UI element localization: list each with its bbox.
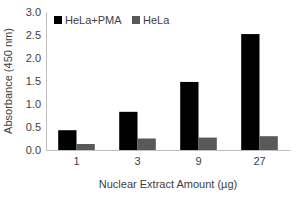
bar <box>180 82 198 150</box>
x-tick-label: 3 <box>134 155 140 167</box>
legend-item: HeLa+PMA <box>54 14 122 26</box>
y-tick: 1.0 <box>26 98 46 110</box>
legend-label: HeLa+PMA <box>65 14 122 26</box>
y-tick-label: 0.5 <box>26 121 41 133</box>
bar <box>241 34 259 150</box>
x-tick: 1 <box>73 150 79 167</box>
y-tick: 2.5 <box>26 29 46 41</box>
chart: 0.0 0.5 1.0 1.5 2.0 2.5 3.0 1 3 9 27 HeLa+PMA HeLa Nu… <box>0 0 300 200</box>
x-axis: 1 3 9 27 <box>47 150 291 167</box>
legend-item: HeLa <box>132 14 170 26</box>
y-tick-label: 0.0 <box>26 144 41 156</box>
bar <box>77 144 95 150</box>
y-tick-label: 2.5 <box>26 29 41 41</box>
y-tick: 2.0 <box>26 52 46 64</box>
y-tick-label: 3.0 <box>26 6 41 18</box>
bar <box>119 112 137 150</box>
y-tick-label: 2.0 <box>26 52 41 64</box>
x-tick-label: 9 <box>195 155 201 167</box>
y-axis-line <box>46 13 47 151</box>
y-tick: 0.5 <box>26 121 46 133</box>
y-axis: 0.0 0.5 1.0 1.5 2.0 2.5 3.0 <box>26 6 47 156</box>
legend: HeLa+PMA HeLa <box>54 14 170 26</box>
legend-label: HeLa <box>143 14 170 26</box>
legend-swatch <box>54 16 62 24</box>
legend-swatch <box>132 16 140 24</box>
x-tick: 3 <box>134 150 140 167</box>
bars <box>58 34 278 150</box>
x-axis-title: Nuclear Extract Amount (µg) <box>99 178 237 190</box>
x-axis-line <box>47 150 291 151</box>
y-tick: 3.0 <box>26 6 46 18</box>
y-tick: 0.0 <box>26 144 46 156</box>
x-tick-label: 27 <box>253 155 265 167</box>
y-axis-title: Absorbance (450 nm) <box>2 28 14 134</box>
y-tick-label: 1.5 <box>26 75 41 87</box>
bar <box>199 138 217 150</box>
x-tick: 27 <box>253 150 265 167</box>
bar <box>260 136 278 150</box>
plot: 0.0 0.5 1.0 1.5 2.0 2.5 3.0 1 3 9 27 HeLa+PMA HeLa <box>26 6 291 167</box>
bar <box>138 139 156 151</box>
y-tick: 1.5 <box>26 75 46 87</box>
y-tick-label: 1.0 <box>26 98 41 110</box>
bar <box>58 130 76 150</box>
x-tick-label: 1 <box>73 155 79 167</box>
x-tick: 9 <box>195 150 201 167</box>
